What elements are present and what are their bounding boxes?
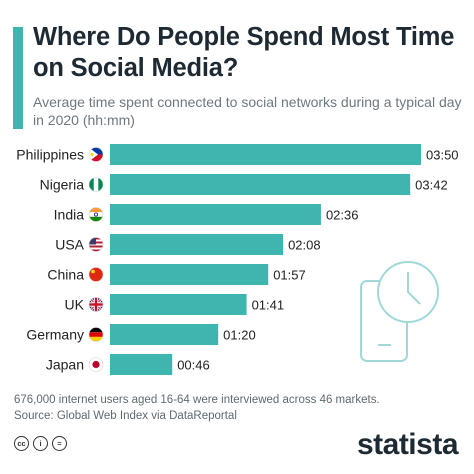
value-label-usa: 02:08 [288,238,321,253]
category-label-india: India [54,207,85,223]
attribution-icon[interactable]: i [33,436,48,451]
category-label-germany: Germany [26,327,84,343]
flag-ring [88,237,104,252]
germany-flag-icon [89,327,103,342]
value-label-japan: 00:46 [177,358,210,373]
flag-ring [88,357,104,372]
creative-commons-icon[interactable]: cc [14,436,29,451]
phone-clock-icon [360,261,439,362]
japan-flag-icon [89,357,103,372]
statista-logo[interactable]: statista [356,428,459,461]
chart-title: Where Do People Spend Most Time on Socia… [33,23,455,82]
value-label-china: 01:57 [273,268,306,283]
flag-ring [88,267,104,282]
flag-ring [88,207,104,222]
footnote: 676,000 internet users aged 16-64 were i… [14,392,464,424]
value-label-germany: 01:20 [223,328,256,343]
value-label-india: 02:36 [326,208,359,223]
bar-japan [110,354,173,375]
uk-flag-icon [89,297,103,312]
license-icons: cc i = [14,436,67,451]
bar-philippines [110,144,421,165]
category-label-nigeria: Nigeria [40,177,85,193]
title-accent-bar [13,27,23,129]
footnote-source: Source: Global Web Index via DataReporta… [14,410,237,422]
no-derivatives-icon[interactable]: = [52,436,67,451]
india-flag-icon [89,207,103,222]
flag-ring [88,327,104,342]
footnote-note: 676,000 internet users aged 16-64 were i… [14,394,380,406]
value-label-nigeria: 03:42 [415,178,448,193]
chart-subtitle: Average time spent connected to social n… [33,94,462,128]
clock-hands [407,272,421,305]
category-label-china: China [47,267,84,283]
category-label-philippines: Philippines [16,147,84,163]
china-flag-icon [89,267,103,282]
value-label-uk: 01:41 [252,298,285,313]
bar-india [110,204,321,225]
bar-nigeria [110,174,411,195]
bar-china [110,264,269,285]
category-label-uk: UK [65,297,85,313]
philippines-flag-icon [89,147,103,162]
value-label-philippines: 03:50 [426,148,459,163]
bar-usa [110,234,284,255]
usa-flag-icon [89,237,103,252]
category-label-japan: Japan [46,357,84,373]
category-label-usa: USA [55,237,84,253]
flag-ring [88,177,104,192]
bar-uk [110,294,247,315]
bar-germany [110,324,219,345]
nigeria-flag-icon [89,177,103,192]
flag-ring [88,297,104,312]
flag-ring [88,147,104,162]
bar-chart: Philippines 03:50 Nigeria 03:42 India 02:36 US… [16,144,459,375]
